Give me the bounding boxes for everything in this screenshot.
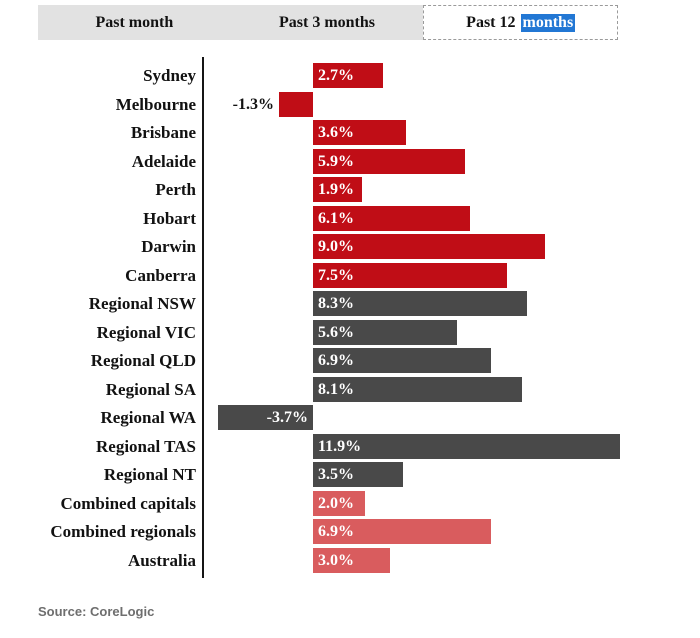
bar: 3.5% [313,462,403,487]
category-label: Sydney [143,66,196,85]
chart-row: Regional SA 8.1% [0,376,700,402]
chart-row: Hobart 6.1% [0,205,700,231]
value-label: -3.7% [266,409,308,426]
category-label: Brisbane [130,123,196,142]
axis-line [202,57,204,578]
value-label: 9.0% [318,238,354,255]
timeframe-tabs: Past month Past 3 months Past 12 months [38,5,619,40]
category-label: Canberra [125,265,196,285]
value-label: 3.5% [318,466,354,483]
value-label: 5.9% [318,152,354,170]
value-label: 3.0% [318,551,354,569]
category-label: Regional NSW [88,294,196,313]
value-label: 1.9% [318,181,354,198]
chart-row: Regional TAS 11.9% [0,433,700,459]
value-label: 2.7% [318,67,354,84]
category-label: Melbourne [115,94,196,114]
category-label: Regional SA [105,379,196,399]
value-label: 6.9% [318,523,354,540]
chart-row: Regional NSW 8.3% [0,291,700,316]
value-label: 8.3% [318,295,354,312]
source-note: Source: CoreLogic [38,604,155,619]
chart-row: Regional QLD 6.9% [0,348,700,373]
category-label: Australia [128,550,196,570]
bar: 5.9% [313,148,465,174]
value-label: 5.6% [318,323,354,341]
bar: 1.9% [313,177,362,202]
tab-label-text-selection: months [520,13,576,32]
chart-row: Australia 3.0% [0,547,700,573]
tab-label-prefix: Past 12 [466,13,516,31]
value-label: 3.6% [318,124,354,141]
bar: 5.6% [313,319,457,345]
chart-row: Sydney 2.7% [0,63,700,88]
chart-row: Combined capitals 2.0% [0,490,700,516]
tab-past-3-months[interactable]: Past 3 months [230,5,424,40]
category-label: Adelaide [131,151,196,171]
value-label: 11.9% [318,437,362,455]
category-label: Regional NT [103,465,196,484]
bar: -3.7% [218,405,313,430]
category-label: Hobart [143,208,196,228]
chart-row: Canberra 7.5% [0,262,700,288]
category-label: Combined capitals [60,493,196,513]
bar: 8.1% [313,376,522,402]
bar: 6.9% [313,519,491,544]
value-label: 7.5% [318,266,354,284]
chart-row: Combined regionals 6.9% [0,519,700,544]
value-label: 6.1% [318,209,354,227]
category-label: Regional WA [100,408,196,427]
bar [279,91,313,117]
tab-past-month[interactable]: Past month [38,5,231,40]
bar: 2.7% [313,63,383,88]
bar: 3.0% [313,547,390,573]
bar: 7.5% [313,262,507,288]
bar: 2.0% [313,490,365,516]
category-label: Combined regionals [50,522,196,541]
chart-row: Regional WA -3.7% [0,405,700,430]
chart-row: Melbourne -1.3% [0,91,700,117]
category-label: Darwin [141,237,196,256]
chart-row: Darwin 9.0% [0,234,700,259]
category-label: Regional TAS [96,436,196,456]
chart-row: Adelaide 5.9% [0,148,700,174]
bar: 9.0% [313,234,545,259]
bar: 6.9% [313,348,491,373]
chart-row: Brisbane 3.6% [0,120,700,145]
value-label: 6.9% [318,352,354,369]
category-label: Regional QLD [90,351,196,370]
chart-row: Regional NT 3.5% [0,462,700,487]
chart-row: Regional VIC 5.6% [0,319,700,345]
bar: 3.6% [313,120,406,145]
category-label: Perth [155,180,196,199]
bar: 6.1% [313,205,470,231]
value-label: 8.1% [318,380,354,398]
value-label: 2.0% [318,494,354,512]
bar: 8.3% [313,291,527,316]
bar: 11.9% [313,433,620,459]
value-label: -1.3% [232,95,274,113]
category-label: Regional VIC [96,322,196,342]
chart-row: Perth 1.9% [0,177,700,202]
tab-past-12-months[interactable]: Past 12 months [423,5,619,40]
